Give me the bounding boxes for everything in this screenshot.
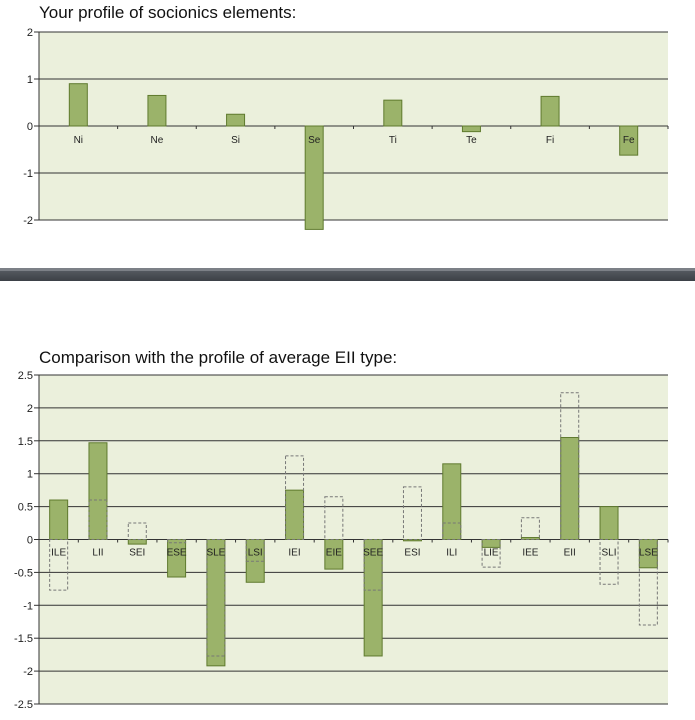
average-bar-LSE [638, 539, 658, 626]
category-label: LSI [248, 548, 263, 559]
y-tick-label: -1 [23, 168, 33, 180]
y-tick-label: -1 [23, 600, 33, 612]
bar-Te [461, 125, 481, 133]
average-bar-SLI [599, 539, 619, 585]
average-bar-IEI [285, 455, 305, 540]
section-separator [0, 268, 695, 281]
bar-IEE [520, 537, 540, 541]
category-label: SEE [363, 548, 383, 559]
category-label: IEE [522, 548, 538, 559]
category-label: Fe [623, 135, 635, 146]
y-tick-label: 0.5 [18, 502, 33, 514]
y-tick-label: -2.5 [14, 699, 33, 711]
category-label: SEI [129, 548, 145, 559]
bar-ESI [402, 539, 422, 542]
elements-profile-chart: 2 1 0 -1 -2 Ni Ne Si Se Ti Te Fi Fe [23, 27, 669, 230]
bar-SEE [363, 539, 383, 657]
category-label: ESI [404, 548, 420, 559]
bar-Se [304, 125, 324, 230]
average-bar-ILE [49, 539, 69, 591]
average-bar-EII [560, 392, 580, 540]
category-label: EII [564, 548, 576, 559]
average-bar-SEI [127, 522, 147, 540]
average-bar-LIE [481, 539, 501, 568]
average-bar-EIE [324, 496, 344, 541]
bar-Ni [68, 83, 88, 127]
bar-EIE [324, 539, 344, 570]
bar-EII [560, 437, 580, 541]
category-label: LIE [484, 548, 499, 559]
category-label: SLE [206, 548, 225, 559]
category-label: ESE [167, 548, 187, 559]
category-label: Ne [151, 135, 164, 146]
y-tick-label: -0.5 [14, 567, 33, 579]
category-label: EIE [326, 548, 342, 559]
bar-Ti [383, 99, 403, 127]
y-tick-label: -2 [23, 215, 33, 227]
bar-Fe [619, 125, 639, 156]
chart2-title: Comparison with the profile of average E… [39, 348, 398, 367]
category-label: Se [308, 135, 321, 146]
bar-LII [88, 442, 108, 540]
category-label: SLI [602, 548, 617, 559]
y-tick-label: 0 [27, 121, 33, 133]
bar-Ne [147, 94, 167, 127]
category-label: Si [231, 135, 240, 146]
category-label: Ni [74, 135, 83, 146]
bar-Si [226, 113, 246, 127]
category-label: Te [466, 135, 477, 146]
category-label: Ti [389, 135, 397, 146]
bar-Fi [540, 95, 560, 127]
chart1-title: Your profile of socionics elements: [39, 3, 297, 22]
y-tick-label: 0 [27, 535, 33, 547]
category-label: LSE [639, 548, 658, 559]
category-label: ILI [446, 548, 457, 559]
average-bar-ILI [442, 522, 462, 540]
category-label: Fi [546, 135, 554, 146]
y-tick-label: 1.5 [18, 436, 33, 448]
bar-SEI [127, 539, 147, 545]
y-tick-label: 2 [27, 403, 33, 415]
bar-SLI [599, 506, 619, 541]
average-bar-ESE [167, 539, 187, 544]
category-label: ILE [51, 548, 66, 559]
average-bar-SLE [206, 539, 226, 657]
category-label: LII [92, 548, 103, 559]
category-label: IEI [288, 548, 300, 559]
y-tick-label: 1 [27, 469, 33, 481]
average-bar-LII [88, 499, 108, 540]
average-bar-SEE [363, 539, 383, 591]
y-tick-label: -2 [23, 666, 33, 678]
y-tick-label: -1.5 [14, 633, 33, 645]
bar-ILE [49, 499, 69, 540]
bar-ILI [442, 463, 462, 540]
bar-ESE [167, 539, 187, 578]
y-tick-label: 1 [27, 74, 33, 86]
bar-IEI [285, 489, 305, 540]
y-tick-label: 2 [27, 27, 33, 39]
bar-LIE [481, 539, 501, 548]
y-tick-label: 2.5 [18, 370, 33, 382]
